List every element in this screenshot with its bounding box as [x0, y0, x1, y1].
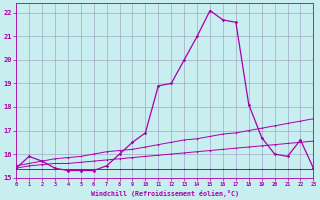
X-axis label: Windchill (Refroidissement éolien,°C): Windchill (Refroidissement éolien,°C) [91, 190, 239, 197]
